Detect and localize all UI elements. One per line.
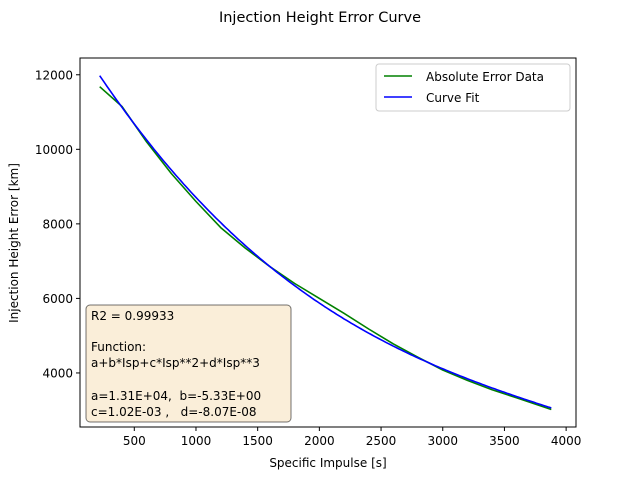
x-axis-ticks: 500 1000 1500 2000 2500 3000 3500 4000 [123,427,582,448]
plot-area [79,57,577,428]
series-line-absolute-error-data [99,86,552,411]
x-axis-label: Specific Impulse [s] [269,456,386,470]
annotation-box: R2 = 0.99933 Function: a+b*Isp+c*Isp**2+… [85,304,292,423]
x-tick-label: 3000 [427,434,458,448]
annotation-coef-line-2: c=1.02E-03 , d=-8.07E-08 [91,405,257,419]
annotation-r2: R2 = 0.99933 [91,309,174,323]
y-tick-label: 6000 [42,292,73,306]
annotation-function-label: Function: [91,340,146,354]
legend-label-curve-fit: Curve Fit [426,91,480,105]
y-tick-label: 10000 [35,143,73,157]
y-tick-label: 12000 [35,68,73,82]
legend-label-absolute-error-data: Absolute Error Data [426,70,544,84]
series-line-curve-fit [99,75,552,409]
y-axis-label: Injection Height Error [km] [7,163,21,323]
y-tick-label: 4000 [42,366,73,380]
y-axis-ticks: 4000 6000 8000 10000 12000 [35,68,80,380]
annotation-frame [85,304,292,423]
x-tick-label: 2500 [366,434,397,448]
x-tick-label: 1000 [181,434,212,448]
x-tick-label: 4000 [551,434,582,448]
plot-frame [79,57,577,428]
series-layer [99,75,552,411]
x-tick-label: 500 [123,434,146,448]
legend-frame [375,63,571,112]
legend: Absolute Error Data Curve Fit [375,63,571,112]
x-tick-label: 2000 [304,434,335,448]
y-tick-label: 8000 [42,217,73,231]
x-tick-label: 1500 [242,434,273,448]
annotation-coef-line-1: a=1.31E+04, b=-5.33E+00 [91,389,261,403]
x-tick-label: 3500 [489,434,520,448]
chart-title: Injection Height Error Curve [219,10,421,26]
annotation-function-text: a+b*Isp+c*Isp**2+d*Isp**3 [91,356,260,370]
